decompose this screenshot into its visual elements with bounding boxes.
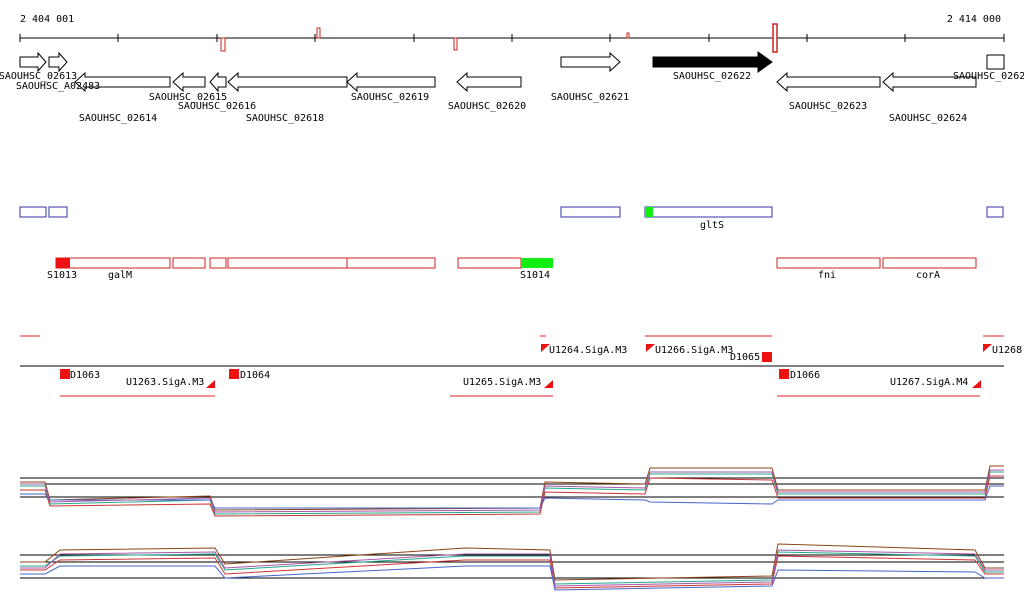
transcript-label: D1065 bbox=[730, 352, 760, 363]
transcript-label: U1266.SigA.M3 bbox=[655, 345, 733, 356]
annotation-label: S1014 bbox=[520, 270, 550, 281]
transcript-label: U1268 bbox=[992, 345, 1022, 356]
expression-panel-2 bbox=[20, 543, 1004, 591]
transcript-label: D1064 bbox=[240, 370, 270, 381]
annotation-label: corA bbox=[916, 270, 940, 281]
gene-label: SAOUHSC_02618 bbox=[246, 113, 324, 124]
annotation-label: S1013 bbox=[47, 270, 77, 281]
annotation-label: fni bbox=[818, 270, 836, 281]
gene-label: SAOUHSC_0262 bbox=[953, 71, 1024, 82]
ruler-end: 2 414 000 bbox=[947, 14, 1001, 25]
expression-panel-1 bbox=[20, 465, 1004, 517]
gene-label: SAOUHSC_A02483 bbox=[16, 81, 100, 92]
gene-label: SAOUHSC_02619 bbox=[351, 92, 429, 103]
ruler bbox=[19, 34, 1005, 42]
transcript-label: U1267.SigA.M4 bbox=[890, 377, 968, 388]
annotation-label: gltS bbox=[700, 220, 724, 231]
transcript-label: U1263.SigA.M3 bbox=[126, 377, 204, 388]
annotation-label: galM bbox=[108, 270, 132, 281]
ruler-marks bbox=[220, 23, 778, 53]
transcript-track bbox=[20, 335, 1004, 397]
gene-label: SAOUHSC_02616 bbox=[178, 101, 256, 112]
ruler-start: 2 404 001 bbox=[20, 14, 74, 25]
gene-label: SAOUHSC_02620 bbox=[448, 101, 526, 112]
gene-label: SAOUHSC_02623 bbox=[789, 101, 867, 112]
transcript-label: U1264.SigA.M3 bbox=[549, 345, 627, 356]
transcript-label: D1063 bbox=[70, 370, 100, 381]
transcript-label: D1066 bbox=[790, 370, 820, 381]
transcript-label: U1265.SigA.M3 bbox=[463, 377, 541, 388]
gene-label: SAOUHSC_02622 bbox=[673, 71, 751, 82]
blue-track bbox=[19, 206, 1004, 218]
gene-label: SAOUHSC_02621 bbox=[551, 92, 629, 103]
gene-label: SAOUHSC_02613 bbox=[0, 71, 77, 82]
gene-label: SAOUHSC_02614 bbox=[79, 113, 157, 124]
gene-label: SAOUHSC_02615 bbox=[149, 92, 227, 103]
red-track bbox=[55, 257, 977, 269]
gene-label: SAOUHSC_02624 bbox=[889, 113, 967, 124]
gene-arrows bbox=[19, 51, 1005, 93]
